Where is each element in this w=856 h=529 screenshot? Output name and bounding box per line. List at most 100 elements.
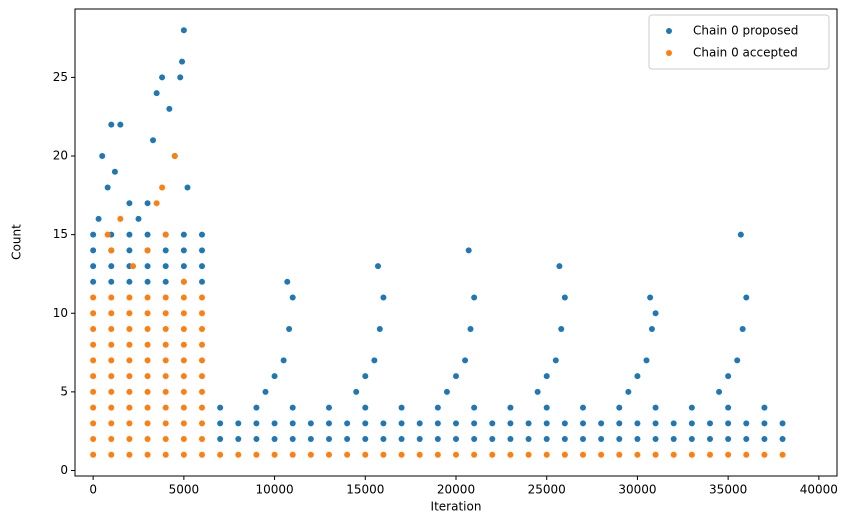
point [374, 263, 381, 270]
point [162, 263, 169, 270]
point [326, 436, 332, 443]
point [199, 451, 205, 458]
x-axis-label: Iteration [431, 500, 482, 514]
point [398, 451, 405, 458]
point [180, 325, 187, 332]
point [108, 310, 115, 317]
point [471, 404, 478, 411]
point [616, 436, 623, 443]
point [235, 436, 242, 443]
x-tick-label: 15000 [346, 483, 384, 497]
point [725, 436, 732, 443]
point [725, 451, 732, 458]
point [371, 357, 378, 364]
point [180, 247, 187, 254]
point [634, 420, 641, 427]
point [670, 451, 677, 458]
point [126, 404, 133, 411]
point [344, 420, 351, 427]
point [108, 404, 115, 411]
point [543, 373, 550, 380]
legend-box [648, 14, 830, 70]
point [90, 341, 97, 348]
point [462, 357, 469, 364]
point [380, 294, 387, 301]
point [99, 153, 106, 160]
point [398, 436, 405, 443]
point [634, 373, 641, 380]
point [307, 436, 314, 443]
point [144, 247, 151, 254]
point [199, 231, 205, 238]
point [180, 373, 187, 380]
point [262, 388, 269, 395]
point [353, 388, 360, 395]
point [144, 436, 151, 443]
point [507, 436, 514, 443]
point [217, 436, 224, 443]
point [90, 294, 97, 301]
point [652, 436, 659, 443]
point [326, 420, 332, 427]
point [180, 388, 187, 395]
point [652, 310, 659, 317]
point [108, 373, 115, 380]
x-tick-label: 20000 [437, 483, 475, 497]
x-tick-label: 25000 [528, 483, 566, 497]
point [180, 451, 187, 458]
point [126, 294, 133, 301]
point [737, 231, 744, 238]
point [180, 27, 187, 34]
point [180, 278, 187, 285]
point [561, 420, 568, 427]
point [117, 215, 124, 222]
point [108, 294, 115, 301]
point [144, 373, 151, 380]
point [707, 451, 713, 458]
y-tick-label: 20 [53, 149, 68, 163]
point [556, 263, 563, 270]
point [271, 373, 278, 380]
point [199, 420, 205, 427]
point [162, 247, 169, 254]
point [199, 404, 205, 411]
point [162, 404, 169, 411]
point [144, 310, 151, 317]
point [362, 451, 369, 458]
point [162, 294, 169, 301]
point [144, 420, 151, 427]
point [543, 451, 550, 458]
point [180, 310, 187, 317]
point [380, 436, 387, 443]
point [271, 420, 278, 427]
point [144, 357, 151, 364]
point [489, 436, 496, 443]
point [779, 451, 786, 458]
point [289, 404, 296, 411]
x-tick-label: 10000 [255, 483, 293, 497]
point [471, 420, 478, 427]
point [108, 420, 115, 427]
point [398, 420, 405, 427]
point [180, 357, 187, 364]
point [761, 404, 768, 411]
point [598, 436, 605, 443]
point [634, 451, 641, 458]
point [271, 451, 278, 458]
point [761, 436, 768, 443]
point [126, 420, 133, 427]
point [199, 357, 205, 364]
point [453, 373, 459, 380]
point [90, 263, 97, 270]
point [162, 325, 169, 332]
point [453, 451, 459, 458]
point [688, 451, 695, 458]
point [108, 341, 115, 348]
point [108, 451, 115, 458]
point [688, 420, 695, 427]
point [126, 247, 133, 254]
point [643, 357, 650, 364]
point [144, 325, 151, 332]
point [376, 325, 383, 332]
